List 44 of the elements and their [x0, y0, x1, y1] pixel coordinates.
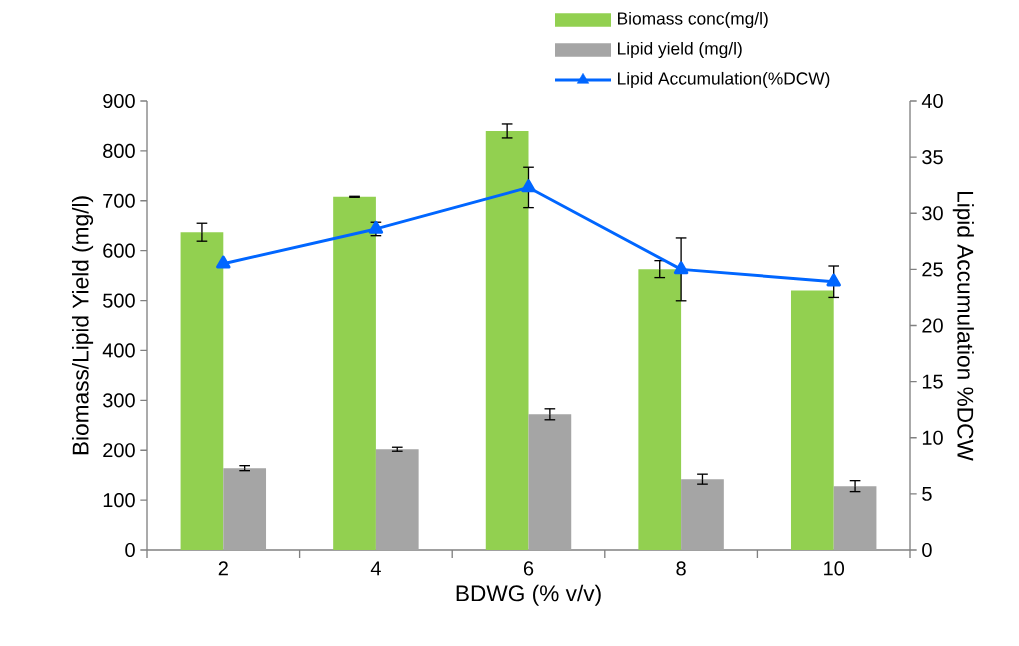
y-axis-title: Biomass/Lipid Yield (mg/l) — [71, 196, 94, 455]
y2-tick-label: 25 — [922, 262, 943, 277]
point — [521, 179, 536, 193]
y-tick-label: 500 — [103, 293, 135, 308]
y2-tick-label: 5 — [922, 486, 932, 501]
point — [826, 273, 841, 287]
x-tick-label: 4 — [370, 561, 381, 576]
y2-tick-label: 20 — [922, 318, 943, 333]
y2-tick-label: 10 — [922, 430, 943, 445]
bar — [833, 486, 877, 550]
bar — [333, 196, 376, 550]
y-tick-label: 300 — [103, 393, 135, 408]
bar — [790, 290, 834, 550]
legend-label: Lipid Accumulation(%DCW) — [618, 71, 830, 89]
x-tick-label: 6 — [523, 561, 534, 576]
y-tick-label: 700 — [103, 193, 135, 208]
legend-label: Biomass conc(mg/l) — [618, 11, 768, 29]
y-tick-label: 400 — [102, 343, 135, 358]
y2-tick-label: 0 — [922, 542, 932, 558]
y-tick-label: 600 — [103, 243, 135, 258]
y2-tick-label: 15 — [922, 374, 943, 389]
bar — [485, 130, 529, 550]
point — [216, 255, 231, 269]
y2-axis-title: Lipid Accumulation %DCW — [952, 191, 974, 461]
x-tick-label: 8 — [676, 561, 686, 576]
bar — [375, 449, 419, 550]
bar — [528, 414, 572, 550]
y2-tick-label: 40 — [921, 93, 943, 109]
bar — [223, 468, 267, 550]
bar — [638, 269, 682, 550]
x-tick-label: 2 — [218, 561, 228, 576]
point — [673, 261, 689, 275]
y2-tick-label: 30 — [922, 206, 943, 221]
y-tick-label: 100 — [103, 493, 135, 508]
y-tick-label: 800 — [103, 143, 135, 158]
bar — [681, 479, 724, 550]
y-tick-label: 900 — [103, 93, 135, 109]
y2-tick-label: 35 — [922, 150, 943, 165]
x-tick-label: 10 — [824, 561, 845, 576]
x-axis-title: BDWG (% v/v) — [456, 584, 601, 606]
bar — [180, 232, 224, 550]
legend-label: Lipid yield (mg/l) — [618, 41, 742, 59]
y-tick-label: 200 — [103, 443, 135, 458]
y-tick-label: 0 — [125, 542, 135, 558]
